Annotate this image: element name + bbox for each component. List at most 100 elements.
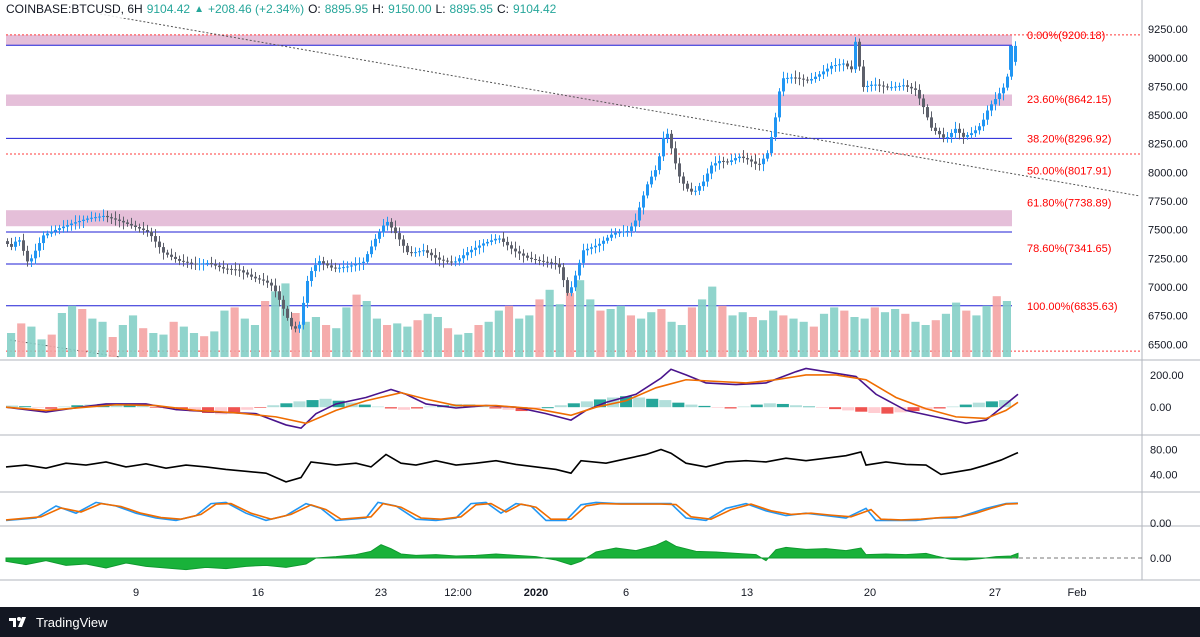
candle-body <box>106 215 109 218</box>
volume-bar <box>352 294 361 357</box>
volume-bar <box>240 318 249 357</box>
candle-body <box>662 138 665 157</box>
price-axis-tick: 6500.00 <box>1148 339 1188 351</box>
candle-body <box>758 163 761 165</box>
candle-body <box>674 148 677 164</box>
candle-body <box>998 93 1001 100</box>
candle-body <box>590 247 593 249</box>
macd-histogram-bar <box>71 405 84 408</box>
volume-bar <box>921 325 930 357</box>
macd-histogram-bar <box>816 407 829 408</box>
candle-body <box>818 74 821 77</box>
volume-bar <box>647 312 656 357</box>
candle-body <box>1009 45 1013 70</box>
obv-axis-tick: 0.00 <box>1150 553 1171 565</box>
chart-canvas[interactable]: 0.00%(9200.18) 23.60%(8642.15) 38.20%(8296… <box>0 0 1200 607</box>
macd-histogram-bar <box>763 403 776 408</box>
candle-body <box>798 77 801 79</box>
volume-bar <box>565 293 575 357</box>
candle-body <box>454 261 457 263</box>
fib-level-label: 0.00%(9200.18) <box>1027 30 1105 42</box>
volume-bar <box>98 321 107 357</box>
time-axis-tick: 9 <box>133 587 139 599</box>
volume-bar <box>799 321 808 357</box>
stoch-axis-tick: 0.00 <box>1150 518 1171 530</box>
candle-body <box>646 184 649 196</box>
candle-body <box>742 156 745 159</box>
candle-body <box>582 250 585 263</box>
candle-body <box>382 225 385 233</box>
candle-body <box>174 256 177 260</box>
volume-bar <box>850 317 859 357</box>
last-price: 9104.42 <box>146 2 191 16</box>
candle-body <box>622 231 625 233</box>
time-axis-tick: 23 <box>375 587 387 599</box>
candle-body <box>258 278 261 280</box>
candle-body <box>638 207 641 221</box>
candle-body <box>706 173 709 182</box>
volume-bar <box>311 317 321 357</box>
tradingview-brand[interactable]: TradingView <box>8 615 108 630</box>
candle-body <box>630 226 633 231</box>
macd-histogram-bar <box>267 405 280 408</box>
macd-histogram-bar <box>228 407 241 413</box>
ohlc-header: COINBASE:BTCUSD, 6H 9104.42 ▲ +208.46 (+… <box>6 0 561 18</box>
candle-body <box>558 263 561 268</box>
candle-body <box>586 248 589 251</box>
volume-bar <box>322 325 331 357</box>
candle-body <box>866 85 869 88</box>
candle-body <box>974 130 977 134</box>
candle-body <box>802 78 805 80</box>
candle-body <box>182 260 185 262</box>
volume-bar <box>169 321 178 357</box>
candle-body <box>254 276 257 279</box>
candle-body <box>326 263 329 266</box>
volume-bar <box>728 315 737 357</box>
macd-histogram-bar <box>19 406 32 408</box>
candle-body <box>490 240 493 242</box>
candle-body <box>230 268 233 270</box>
volume-bar <box>332 328 341 357</box>
candle-body <box>838 64 841 66</box>
brand-label: TradingView <box>36 614 108 630</box>
candle-body <box>770 137 773 154</box>
volume-bar <box>555 304 564 357</box>
candle-body <box>118 219 121 221</box>
candle-body <box>690 188 693 192</box>
volume-bar <box>118 325 127 357</box>
candle-body <box>906 85 909 87</box>
price-axis-tick: 9000.00 <box>1148 53 1188 65</box>
volume-bar <box>992 296 1001 357</box>
candle-body <box>142 228 145 231</box>
candle-body <box>158 241 161 248</box>
candle-body <box>538 259 541 261</box>
low-label: L: <box>435 2 446 16</box>
candle-body <box>206 262 209 264</box>
candle-body <box>642 195 645 208</box>
macd-histogram-bar <box>868 407 881 413</box>
macd-histogram-bar <box>894 407 907 413</box>
obv-area <box>5 540 1019 571</box>
candle-body <box>1002 87 1005 94</box>
price-axis-tick: 8500.00 <box>1148 110 1188 122</box>
candle-body <box>730 160 733 162</box>
macd-histogram-bar <box>776 403 789 408</box>
symbol-label[interactable]: COINBASE:BTCUSD, 6H <box>6 2 143 16</box>
price-axis-tick: 8750.00 <box>1148 81 1188 93</box>
macd-histogram-bar <box>554 405 567 408</box>
candle-body <box>346 266 349 268</box>
candle-body <box>150 231 153 237</box>
candle-body <box>594 245 597 248</box>
macd-histogram-bar <box>32 407 45 408</box>
candle-body <box>194 263 197 265</box>
candle-body <box>474 247 477 250</box>
candle-body <box>734 158 737 161</box>
candle-body <box>762 158 765 165</box>
volume-bar <box>454 334 463 357</box>
stoch-d-line <box>5 502 1019 521</box>
candle-body <box>990 104 993 111</box>
candle-body <box>830 65 833 69</box>
candle-body <box>778 91 781 118</box>
volume-bar <box>88 318 97 357</box>
